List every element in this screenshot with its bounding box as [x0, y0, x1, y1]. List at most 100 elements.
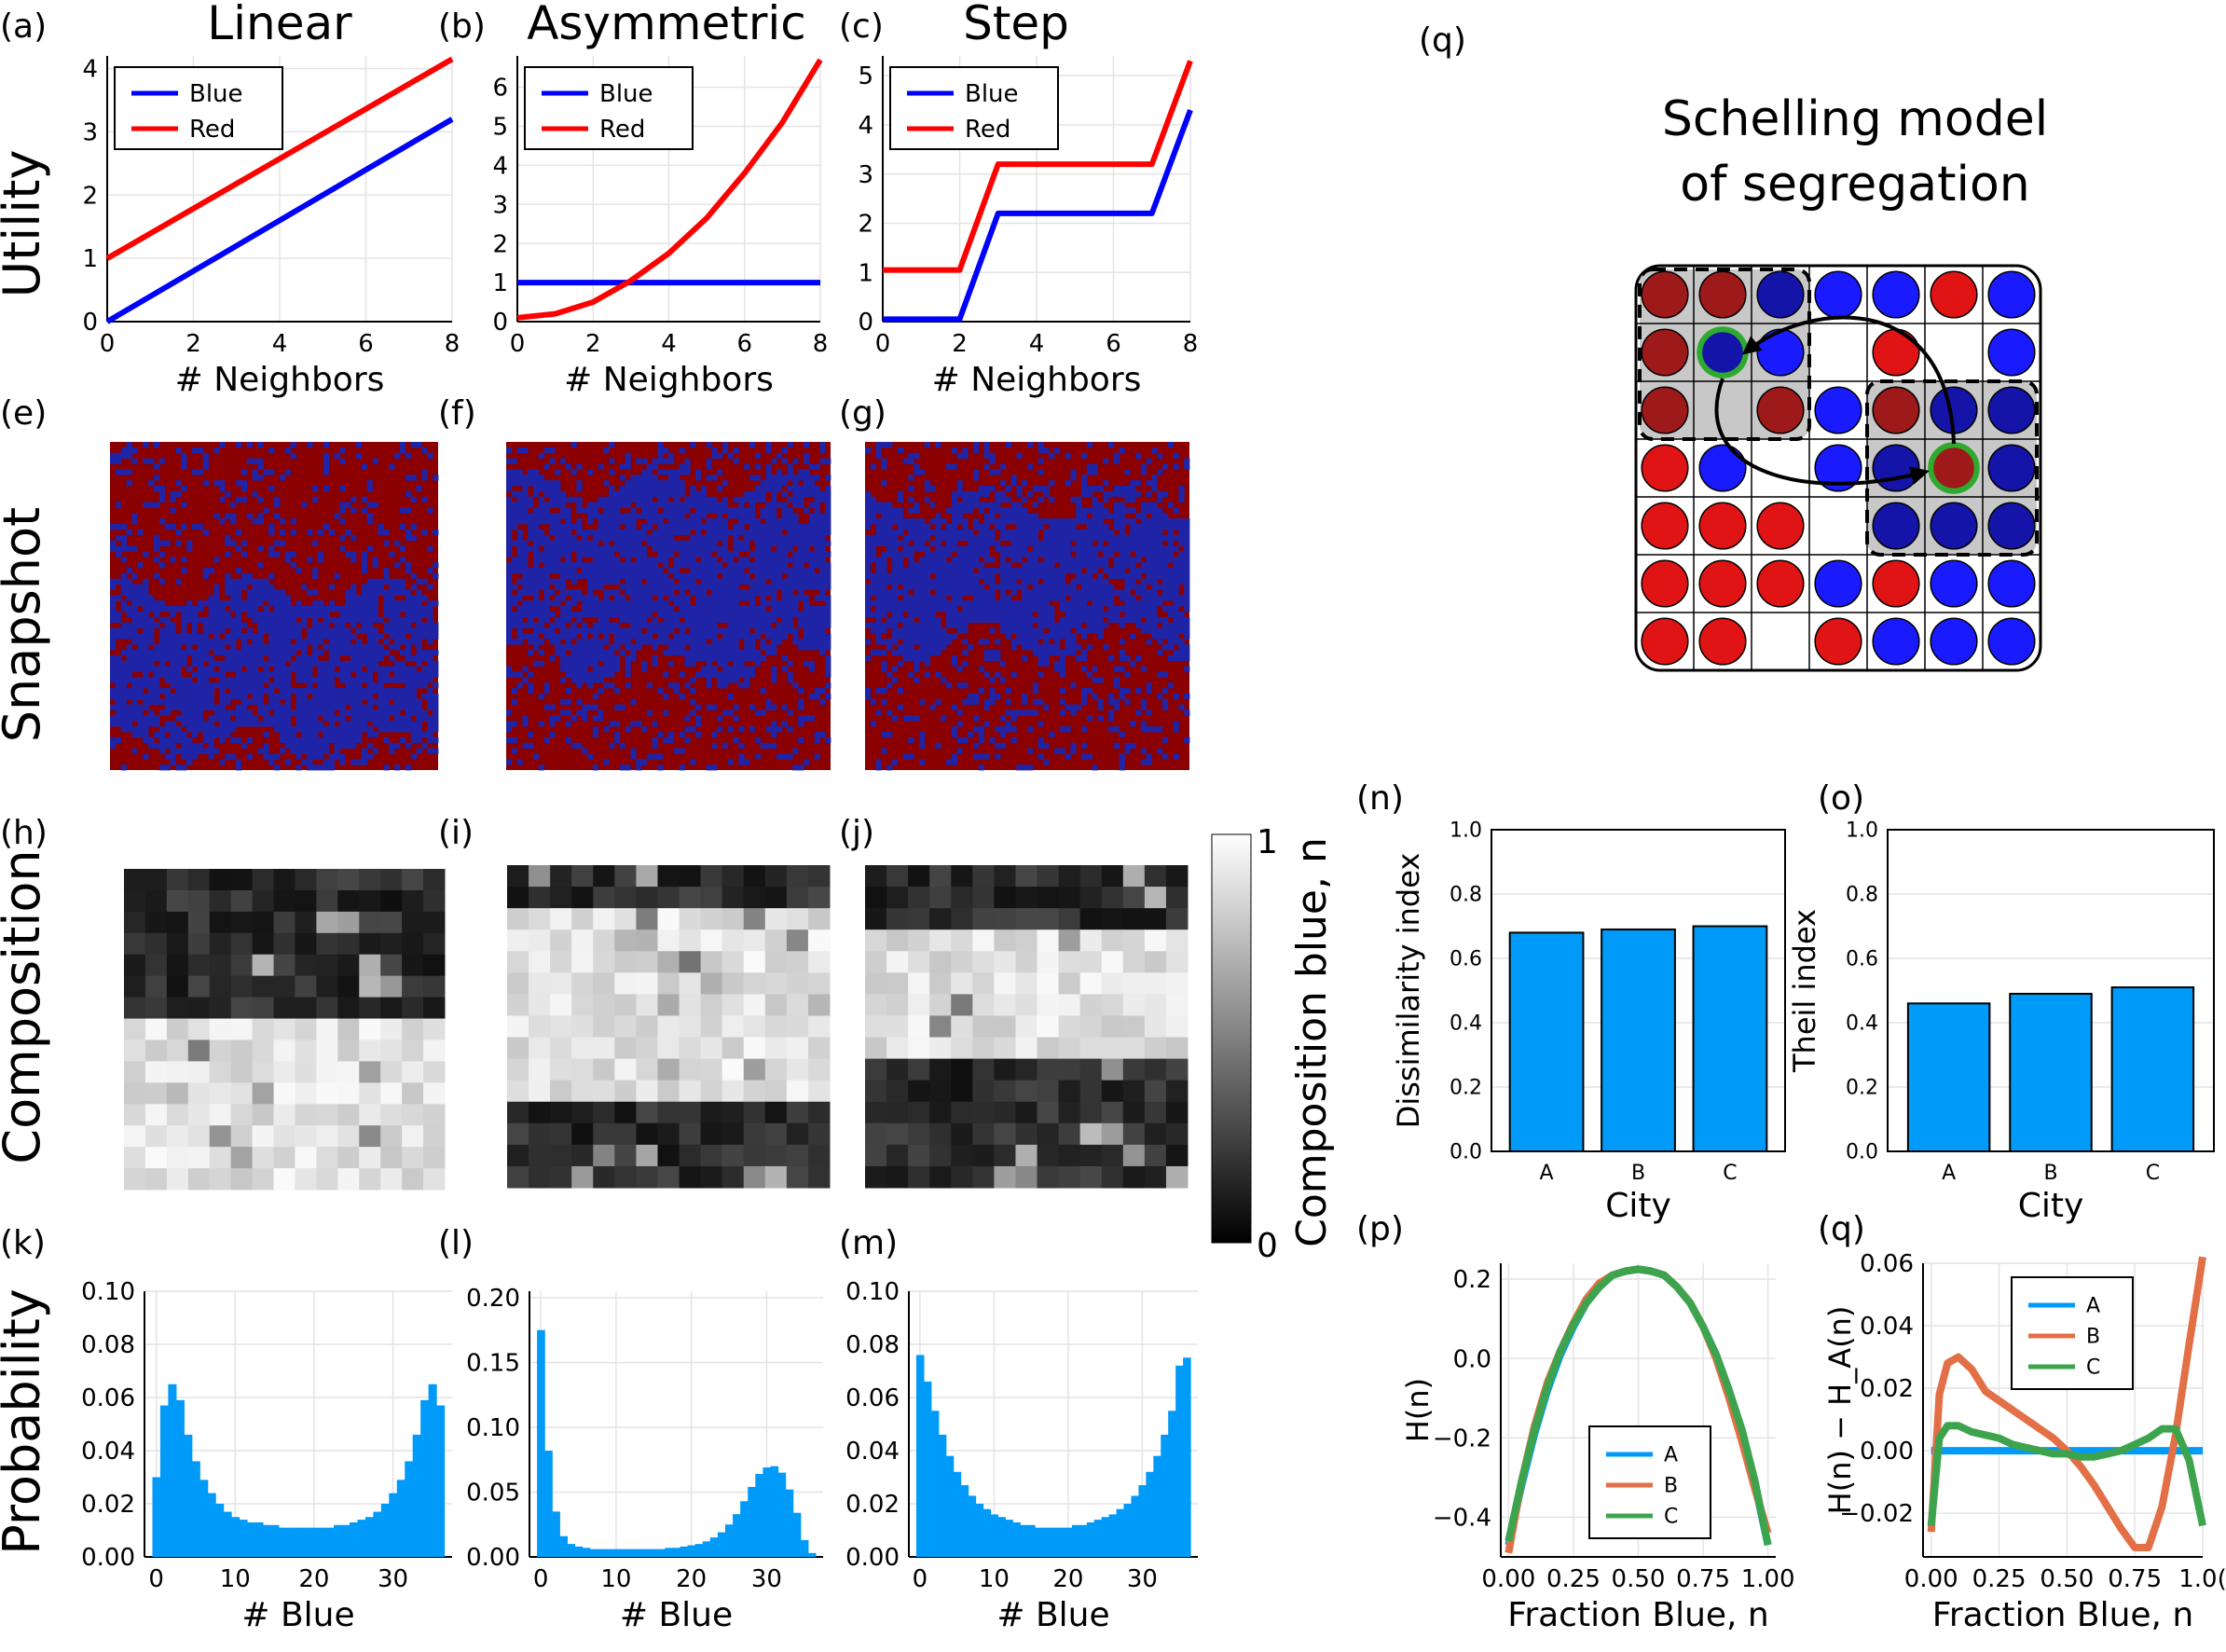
composition-cell: [1037, 1122, 1060, 1146]
hist-bar: [567, 1544, 576, 1557]
y-tick-label: 1: [492, 269, 508, 297]
composition-cell: [1122, 1101, 1146, 1124]
x-axis-label: # Blue: [241, 1596, 354, 1634]
composition-cell: [700, 1037, 723, 1060]
composition-cell: [571, 865, 594, 888]
x-tick-label: A: [1942, 1162, 1956, 1185]
composition-cell: [144, 1104, 168, 1126]
composition-cell: [507, 1015, 529, 1039]
composition-cell: [1015, 1080, 1038, 1103]
hist-bar: [680, 1546, 689, 1557]
composition-cell: [571, 1058, 594, 1081]
agent-red: [1814, 617, 1862, 666]
composition-cell: [295, 1125, 317, 1148]
composition-cell: [886, 865, 909, 888]
composition-cell: [144, 954, 168, 977]
x-tick-label: 0: [510, 330, 526, 358]
composition-cell: [187, 997, 211, 1020]
hist-bar: [792, 1512, 802, 1557]
composition-cell: [1165, 865, 1189, 888]
hist-bar: [325, 1527, 335, 1557]
composition-cell: [886, 1037, 909, 1060]
composition-cell: [951, 929, 973, 952]
composition-cell: [636, 951, 658, 973]
composition-cell: [380, 1061, 403, 1083]
composition-cell: [679, 929, 702, 952]
y-tick-label: 1: [858, 259, 873, 287]
composition-cell: [273, 1104, 295, 1126]
composition-cell: [295, 1168, 317, 1191]
composition-cell: [230, 954, 254, 977]
composition-cell: [908, 951, 930, 973]
composition-cell: [423, 869, 446, 891]
composition-cell: [230, 869, 254, 891]
composition-cell: [1079, 1122, 1103, 1146]
agent-blue: [1698, 444, 1747, 492]
y-tick-label: 4: [858, 112, 873, 140]
chart-title-c: Step: [963, 0, 1069, 50]
snapshot-blue-cells: [506, 442, 831, 771]
composition-cell: [230, 997, 254, 1020]
composition-cell: [273, 889, 295, 913]
composition-cell: [972, 1165, 995, 1189]
x-tick-label: 6: [1106, 330, 1121, 358]
composition-cell: [359, 932, 381, 956]
composition-cell: [316, 889, 338, 913]
y-tick-label: 0.04: [1860, 1313, 1914, 1341]
hist-bar: [968, 1495, 977, 1557]
composition-cell: [295, 1039, 317, 1062]
composition-cell: [786, 1058, 809, 1081]
composition-cell: [380, 1104, 403, 1126]
composition-cell: [1058, 929, 1081, 952]
hist-bar: [597, 1549, 606, 1557]
hist-bar: [405, 1461, 414, 1557]
composition-cell: [700, 908, 723, 930]
composition-cell: [1037, 1144, 1060, 1167]
y-tick-label: 3: [82, 119, 98, 147]
hist-bar: [1035, 1527, 1043, 1557]
neighborhood-outline-right: [1865, 379, 2039, 557]
composition-cell: [1144, 929, 1167, 952]
composition-cell: [1015, 972, 1038, 995]
hist-bar: [175, 1399, 185, 1557]
composition-cell: [886, 908, 909, 930]
composition-cell: [679, 908, 702, 930]
composition-cell: [402, 954, 424, 977]
composition-cell: [721, 1015, 745, 1039]
composition-cell: [144, 1018, 168, 1040]
x-tick-label: 0.50: [1612, 1565, 1666, 1593]
composition-cell: [1079, 865, 1103, 888]
composition-cell: [359, 975, 381, 998]
x-tick-label: C: [1723, 1162, 1737, 1185]
composition-cell: [1058, 1165, 1081, 1189]
composition-cell: [423, 1147, 446, 1169]
composition-cell: [337, 1168, 360, 1191]
panel-label-g: (g): [839, 394, 886, 433]
composition-cell: [721, 972, 745, 995]
swap-arrow-up: [1741, 315, 1956, 445]
hist-bar: [1108, 1514, 1118, 1557]
composition-cell: [316, 1125, 338, 1148]
composition-cell: [1144, 1144, 1167, 1167]
composition-cell: [1037, 908, 1060, 930]
y-tick-label: 0.05: [466, 1480, 520, 1507]
hist-bar: [420, 1399, 430, 1557]
hist-bar: [1064, 1527, 1073, 1557]
chart-p: −0.4 −0.2 0.0 0.2 0.00 0.25 0.50 0.75 1.00 Fracti…: [1356, 1210, 1795, 1634]
composition-cell: [951, 994, 973, 1016]
composition-cell: [614, 1101, 637, 1124]
colorbar-label: Composition blue, n: [1288, 837, 1336, 1247]
composition-cell: [743, 1015, 766, 1039]
hist-bar: [215, 1504, 225, 1557]
panel-label-j: (j): [839, 814, 874, 852]
hist-bar: [350, 1521, 359, 1557]
composition-cell: [337, 1125, 360, 1148]
composition-cell: [507, 1058, 529, 1081]
composition-cell: [929, 1165, 952, 1189]
hist-bar: [574, 1546, 584, 1557]
composition-cell: [614, 908, 637, 930]
composition-cell: [359, 1104, 381, 1126]
composition-cell: [700, 1015, 723, 1039]
y-tick-label: 0.06: [1860, 1250, 1914, 1278]
composition-cell: [295, 1147, 317, 1169]
